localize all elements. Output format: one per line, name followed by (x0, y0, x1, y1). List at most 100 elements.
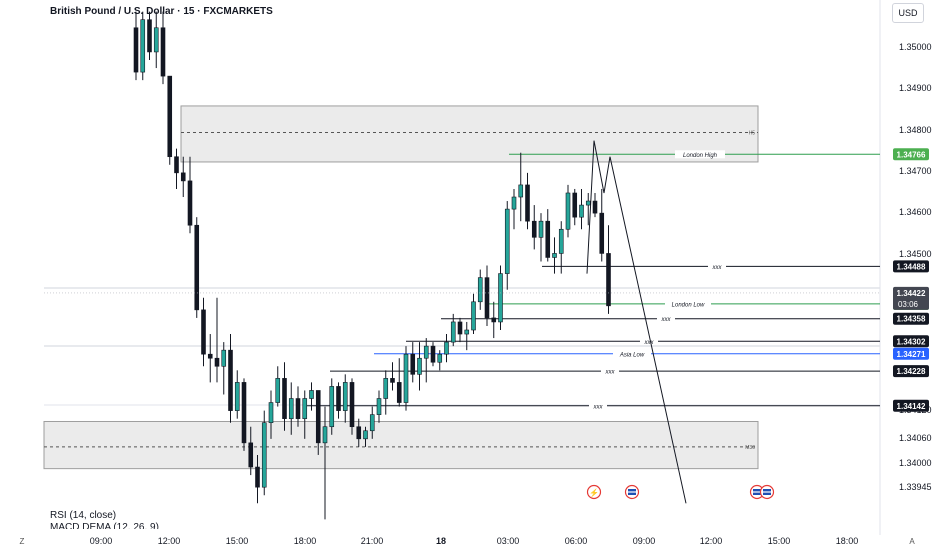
price-label-badge (893, 260, 929, 273)
candle[interactable] (207, 353, 213, 359)
candle[interactable] (410, 353, 416, 375)
candle[interactable] (552, 253, 557, 258)
candle[interactable] (140, 19, 146, 73)
candle[interactable] (504, 208, 510, 274)
candle[interactable] (147, 19, 152, 53)
macd-indicator-label[interactable]: MACD DEMA (12, 26, 9) (50, 522, 159, 529)
price-label-badge (893, 312, 929, 325)
candle[interactable] (315, 390, 321, 444)
candle[interactable] (336, 386, 341, 411)
zone-h5[interactable] (180, 105, 759, 163)
candle[interactable] (194, 224, 200, 311)
candle[interactable] (396, 382, 402, 403)
x-axis-tick-label: 18:00 (294, 536, 317, 546)
candle[interactable] (255, 466, 260, 488)
y-axis-tick-label: 1.34060 (899, 433, 932, 443)
candle[interactable] (160, 27, 166, 77)
candle[interactable] (390, 378, 395, 383)
candle[interactable] (356, 426, 362, 440)
candle[interactable] (599, 212, 605, 254)
candle[interactable] (511, 196, 517, 210)
candle[interactable] (369, 414, 375, 432)
candle[interactable] (579, 204, 584, 218)
candle[interactable] (464, 329, 470, 335)
candle[interactable] (275, 378, 281, 403)
auto-scale-toggle: A (909, 537, 915, 546)
flash-event-icon[interactable] (586, 484, 602, 500)
x-axis-tick-label: 18 (436, 536, 446, 546)
candle[interactable] (403, 353, 409, 403)
projection-path[interactable] (586, 140, 687, 504)
zone-m30[interactable] (43, 420, 759, 470)
candle[interactable] (545, 220, 551, 258)
candle[interactable] (471, 301, 476, 331)
candle[interactable] (302, 398, 308, 419)
candle[interactable] (174, 156, 179, 174)
candle[interactable] (423, 345, 429, 359)
candle[interactable] (187, 180, 193, 226)
level-label: London Low (672, 302, 705, 308)
candle[interactable] (538, 220, 544, 238)
candle[interactable] (457, 321, 463, 335)
candle[interactable] (288, 398, 294, 419)
x-axis-tick-label: 03:00 (497, 536, 520, 546)
x-axis-tick-label: 15:00 (226, 536, 249, 546)
candle[interactable] (417, 357, 422, 375)
candle[interactable] (498, 273, 503, 323)
candle[interactable] (214, 357, 220, 367)
candle[interactable] (295, 398, 301, 419)
y-axis-tick-label: 1.35000 (899, 42, 932, 52)
candle[interactable] (450, 321, 456, 343)
level-label-bg (613, 349, 651, 358)
currency-selector[interactable]: USD (892, 3, 924, 23)
x-axis-tick-label: 06:00 (565, 536, 588, 546)
candle[interactable] (430, 345, 436, 363)
candle[interactable] (484, 277, 490, 319)
candle[interactable] (342, 382, 348, 411)
candle[interactable] (234, 382, 240, 411)
candle[interactable] (558, 228, 564, 254)
candle[interactable] (606, 253, 611, 307)
candle[interactable] (363, 430, 368, 440)
level-label-bg (589, 401, 607, 410)
zone-label: H5 (749, 131, 756, 137)
candle[interactable] (477, 277, 483, 303)
candle[interactable] (491, 317, 497, 323)
candle[interactable] (376, 398, 382, 415)
candle[interactable] (167, 75, 173, 158)
symbol-title: British Pound / U.S. Dollar · 15 · FXCMA… (50, 6, 273, 17)
candle[interactable] (228, 349, 233, 411)
candle[interactable] (241, 382, 247, 444)
candle[interactable] (585, 200, 591, 206)
level-label: xxx (712, 265, 723, 271)
candle[interactable] (437, 353, 443, 363)
zone-label: M30 (745, 445, 755, 451)
candle[interactable] (572, 192, 578, 218)
y-axis-tick-label: 1.34500 (899, 249, 932, 259)
rsi-indicator-label[interactable]: RSI (14, close) (50, 510, 117, 521)
candle[interactable] (261, 422, 267, 488)
candle[interactable] (180, 172, 186, 182)
candle[interactable] (221, 349, 227, 367)
candle[interactable] (349, 382, 355, 428)
candle[interactable] (329, 386, 335, 428)
candle[interactable] (322, 426, 328, 444)
candle[interactable] (518, 184, 524, 198)
y-axis-tick-label: 1.34600 (899, 207, 932, 217)
candle[interactable] (525, 184, 530, 222)
candle[interactable] (592, 200, 598, 214)
candle[interactable] (248, 442, 254, 468)
price-label-text: 1.34302 (897, 337, 926, 346)
candle[interactable] (309, 390, 314, 399)
candle[interactable] (268, 402, 274, 423)
candle[interactable] (153, 27, 159, 53)
candle[interactable] (531, 220, 537, 238)
candle[interactable] (565, 192, 571, 230)
candle[interactable] (444, 341, 449, 355)
candle[interactable] (133, 27, 139, 73)
candle[interactable] (383, 378, 389, 399)
candle[interactable] (201, 309, 206, 355)
candle[interactable] (282, 378, 287, 419)
x-axis-tick-label: 09:00 (633, 536, 656, 546)
